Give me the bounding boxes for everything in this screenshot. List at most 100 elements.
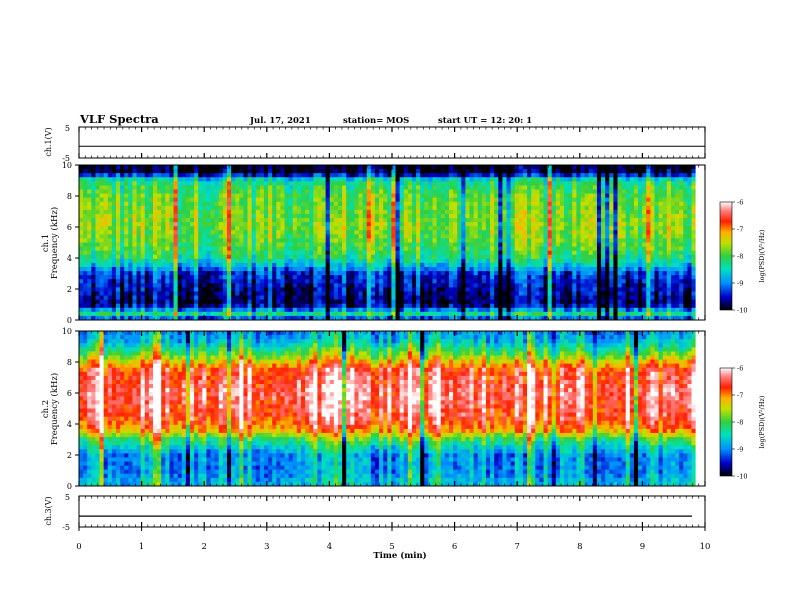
spectrogram-cell — [325, 238, 331, 243]
spectrogram-cell — [477, 234, 483, 239]
spectrogram-cell — [576, 246, 581, 252]
spectrogram-cell — [543, 262, 549, 268]
spectrogram-cell — [605, 258, 610, 264]
spectrogram-cell — [226, 250, 232, 256]
spectrogram-cell — [218, 275, 224, 280]
spectrogram-cell — [436, 303, 442, 309]
spectrogram-cell — [144, 279, 150, 284]
spectrogram-cell — [416, 226, 421, 231]
spectrogram-cell — [564, 295, 569, 301]
spectrogram-cell — [399, 258, 405, 264]
spectrogram-cell — [535, 177, 540, 182]
spectrogram-cell — [202, 209, 207, 215]
spectrogram-cell — [226, 234, 232, 239]
spectrogram-cell — [333, 262, 339, 268]
spectrogram-cell — [576, 181, 581, 186]
spectrogram-cell — [235, 169, 240, 174]
spectrogram-cell — [485, 197, 491, 203]
spectrogram-cell — [506, 303, 512, 309]
spectrogram-cell — [559, 165, 565, 170]
spectrogram-cell — [284, 246, 290, 252]
spectrogram-cell — [309, 266, 314, 272]
spectrogram-cell — [420, 177, 425, 182]
spectrogram-cell — [181, 295, 187, 301]
spectrogram-cell — [588, 238, 594, 243]
spectrogram-cell — [161, 254, 166, 260]
spectrogram-cell — [218, 307, 224, 313]
spectrogram-cell — [403, 275, 409, 280]
spectrogram-cell — [502, 181, 507, 186]
spectrogram-cell — [387, 250, 392, 256]
spectrogram-cell — [370, 258, 376, 264]
spectrogram-cell — [424, 303, 429, 309]
spectrogram-cell — [424, 234, 429, 239]
spectrogram-cell — [407, 262, 413, 268]
spectrogram-cell — [596, 307, 602, 313]
spectrogram-cell — [551, 173, 557, 178]
spectrogram-cell — [231, 177, 236, 182]
spectrogram-cell — [383, 201, 388, 207]
spectrogram-cell — [461, 262, 466, 268]
spectrogram-cell — [596, 254, 602, 260]
spectrogram-cell — [91, 315, 96, 321]
spectrogram-cell — [576, 287, 581, 292]
spectrogram-cell — [440, 238, 446, 243]
spectrogram-cell — [181, 193, 187, 199]
spectrogram-cell — [424, 287, 429, 292]
spectrogram-cell — [280, 283, 285, 288]
spectrogram-cell — [490, 222, 495, 227]
spectrogram-cell — [243, 287, 248, 292]
spectrogram-cell — [518, 205, 524, 211]
ch1-voltage-panel: 5 -5 ch.1(V) — [44, 124, 706, 163]
spectrogram-cell — [436, 189, 442, 194]
spectrogram-cell — [522, 254, 528, 260]
spectrogram-cell — [263, 275, 269, 280]
spectrogram-cell — [251, 169, 257, 174]
spectrogram-cell — [432, 209, 438, 215]
spectrogram-cell — [453, 275, 458, 280]
spectrogram-cell — [185, 291, 191, 296]
spectrogram-cell — [564, 165, 569, 170]
spectrogram-cell — [527, 222, 532, 227]
spectrogram-cell — [140, 213, 146, 219]
spectrogram-cell — [555, 222, 561, 227]
spectrogram-cell — [185, 226, 191, 231]
spectrogram-cell — [214, 226, 220, 231]
spectrogram-cell — [235, 250, 240, 256]
spectrogram-cell — [432, 275, 438, 280]
spectrogram-cell — [572, 303, 577, 309]
spectrogram-cell — [305, 283, 310, 288]
spectrogram-cell — [136, 315, 142, 321]
spectrogram-cell — [387, 234, 392, 239]
spectrogram-cell — [588, 311, 594, 317]
spectrogram-cell — [498, 271, 503, 276]
spectrogram-cell — [165, 266, 170, 272]
spectrogram-cell — [342, 291, 347, 296]
spectrogram-cell — [222, 307, 228, 313]
spectrogram-cell — [321, 311, 327, 317]
spectrogram-cell — [235, 271, 240, 276]
spectrogram-cell — [432, 295, 438, 301]
spectrogram-cell — [568, 209, 573, 215]
spectrogram-cell — [576, 222, 581, 227]
spectrogram-cell — [337, 185, 343, 190]
spectrogram-cell — [477, 315, 483, 321]
spectrogram-cell — [87, 291, 92, 296]
spectrogram-cell — [272, 222, 277, 227]
spectrogram-cell — [189, 193, 195, 199]
spectrogram-cell — [391, 262, 396, 268]
spectrogram-cell — [317, 213, 322, 219]
spectrogram-cell — [329, 283, 335, 288]
spectrogram-cell — [280, 250, 285, 256]
spectrogram-cell — [362, 201, 368, 207]
spectrogram-cell — [490, 173, 495, 178]
spectrogram-cell — [453, 177, 458, 182]
spectrogram-cell — [555, 303, 561, 309]
spectrogram-cell — [551, 193, 557, 199]
spectrogram-cell — [111, 258, 117, 264]
spectrogram-cell — [313, 283, 318, 288]
spectrogram-cell — [518, 242, 524, 247]
spectrogram-cell — [99, 205, 105, 211]
spectrogram-cell — [194, 307, 199, 313]
spectrogram-cell — [222, 262, 228, 268]
